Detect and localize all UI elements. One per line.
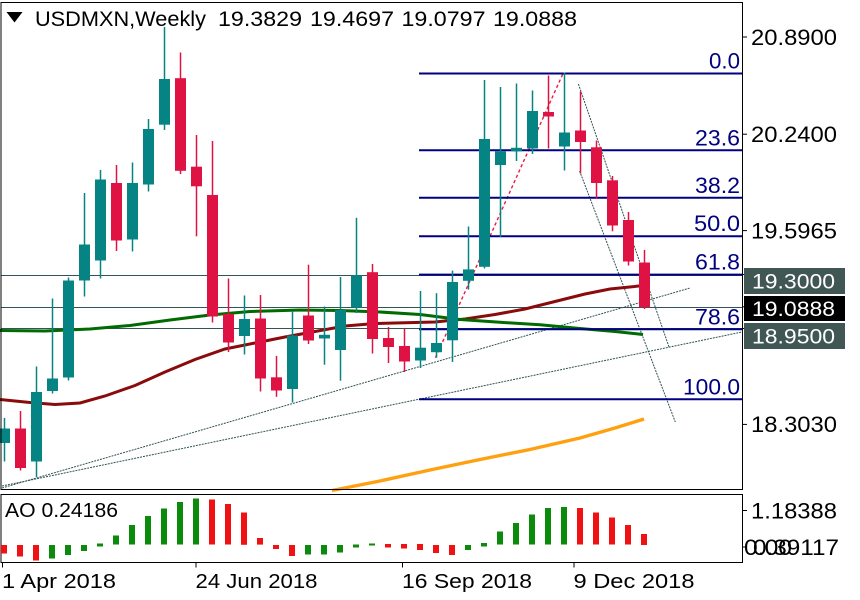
- svg-text:16 Sep 2018: 16 Sep 2018: [402, 570, 532, 593]
- svg-text:AO 0.24186: AO 0.24186: [5, 499, 118, 522]
- svg-text:19.3000: 19.3000: [752, 270, 835, 294]
- svg-text:18.9500: 18.9500: [752, 325, 835, 349]
- svg-text:0.39117: 0.39117: [753, 535, 839, 560]
- svg-text:78.6: 78.6: [695, 304, 740, 329]
- svg-text:24 Jun 2018: 24 Jun 2018: [196, 570, 318, 593]
- svg-text:19.0888: 19.0888: [493, 8, 577, 31]
- svg-text:9 Dec 2018: 9 Dec 2018: [574, 570, 695, 593]
- svg-text:50.0: 50.0: [694, 211, 740, 236]
- svg-text:20.8900: 20.8900: [751, 25, 837, 50]
- svg-text:19.0797: 19.0797: [402, 8, 486, 31]
- svg-text:23.6: 23.6: [695, 125, 740, 150]
- svg-text:USDMXN,Weekly: USDMXN,Weekly: [35, 8, 207, 31]
- svg-text:1 Apr 2018: 1 Apr 2018: [2, 570, 116, 593]
- svg-text:1.18388: 1.18388: [751, 498, 837, 523]
- svg-text:100.0: 100.0: [683, 374, 740, 399]
- svg-text:61.8: 61.8: [695, 250, 740, 275]
- svg-text:19.5965: 19.5965: [751, 218, 837, 243]
- svg-text:38.2: 38.2: [695, 173, 740, 198]
- svg-text:18.3030: 18.3030: [751, 412, 837, 437]
- svg-text:0.00: 0.00: [744, 535, 792, 560]
- svg-text:0.0: 0.0: [709, 49, 740, 74]
- svg-text:19.3829: 19.3829: [218, 8, 302, 31]
- svg-text:19.4697: 19.4697: [310, 8, 394, 31]
- svg-text:19.0888: 19.0888: [752, 297, 835, 321]
- svg-text:20.2400: 20.2400: [751, 122, 837, 147]
